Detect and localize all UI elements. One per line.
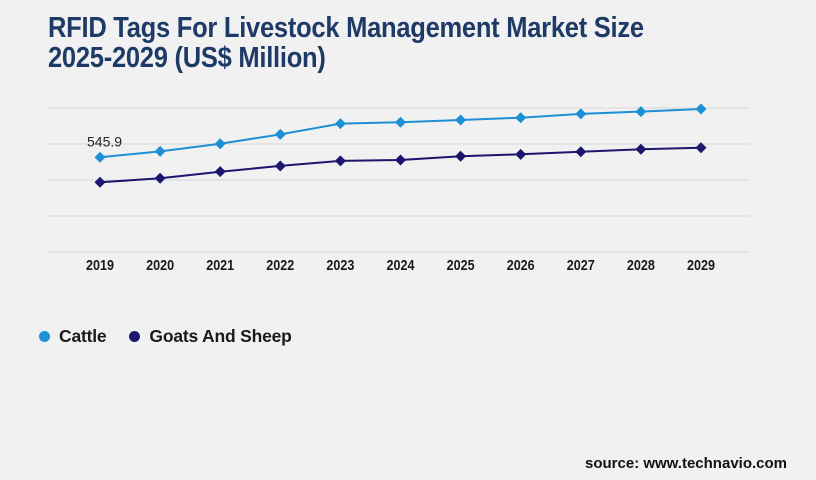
goats-and-sheep-marker-2026 [515,148,527,160]
cattle-marker-2026 [515,112,527,124]
legend-label-cattle: Cattle [59,326,107,346]
legend-label-goats-and-sheep: Goats And Sheep [149,326,292,346]
x-axis-label-2027: 2027 [567,257,595,274]
data-label-first-point: 545.9 [87,133,122,149]
goats-and-sheep-marker-2027 [575,146,587,158]
x-axis-label-2024: 2024 [387,257,416,274]
legend-item-goats-and-sheep: Goats And Sheep [129,326,292,347]
x-axis-label-2021: 2021 [206,257,234,274]
x-axis-label-2019: 2019 [86,257,114,274]
cattle-marker-2020 [154,145,166,157]
cattle-series-dot-icon [39,331,50,342]
x-axis-label-2022: 2022 [266,257,294,274]
line-chart: 2019 2020 2021 2022 2023 2024 2025 2026 2027 2028… [48,103,750,274]
x-axis-label-2025: 2025 [447,257,475,274]
goats-and-sheep-marker-2025 [455,150,467,162]
goats-and-sheep-marker-2024 [395,154,406,166]
goats-and-sheep-series-dot-icon [129,331,141,342]
x-axis-label-2028: 2028 [627,257,655,274]
cattle-marker-2029 [695,103,707,115]
goats-and-sheep-marker-2022 [274,160,286,172]
x-axis-label-2026: 2026 [507,257,535,274]
chart-title: RFID Tags For Livestock Management Marke… [48,13,644,73]
cattle-marker-2025 [455,114,467,126]
goats-and-sheep-marker-2028 [635,143,647,155]
cattle-marker-2022 [274,128,286,140]
x-axis-label-2020: 2020 [146,257,174,274]
cattle-marker-2027 [575,108,587,120]
cattle-marker-2028 [635,106,647,118]
goats-and-sheep-marker-2020 [154,172,166,184]
goats-and-sheep-marker-2019 [94,176,106,188]
chart-title-line2: 2025-2029 (US$ Million) [48,42,326,74]
cattle-marker-2021 [214,138,226,150]
goats-and-sheep-marker-2023 [334,155,346,167]
x-axis-label-2023: 2023 [326,257,354,274]
cattle-marker-2024 [395,116,406,128]
goats-and-sheep-marker-2029 [695,142,707,154]
goats-and-sheep-marker-2021 [214,166,226,178]
cattle-marker-2019 [94,151,106,163]
chart-legend: Cattle Goats And Sheep [39,326,292,347]
chart-title-line1: RFID Tags For Livestock Management Marke… [48,12,644,44]
legend-item-cattle: Cattle [39,326,107,347]
source-attribution: source: www.technavio.com [585,455,787,472]
x-axis-label-2029: 2029 [687,257,715,274]
cattle-marker-2023 [334,118,346,130]
